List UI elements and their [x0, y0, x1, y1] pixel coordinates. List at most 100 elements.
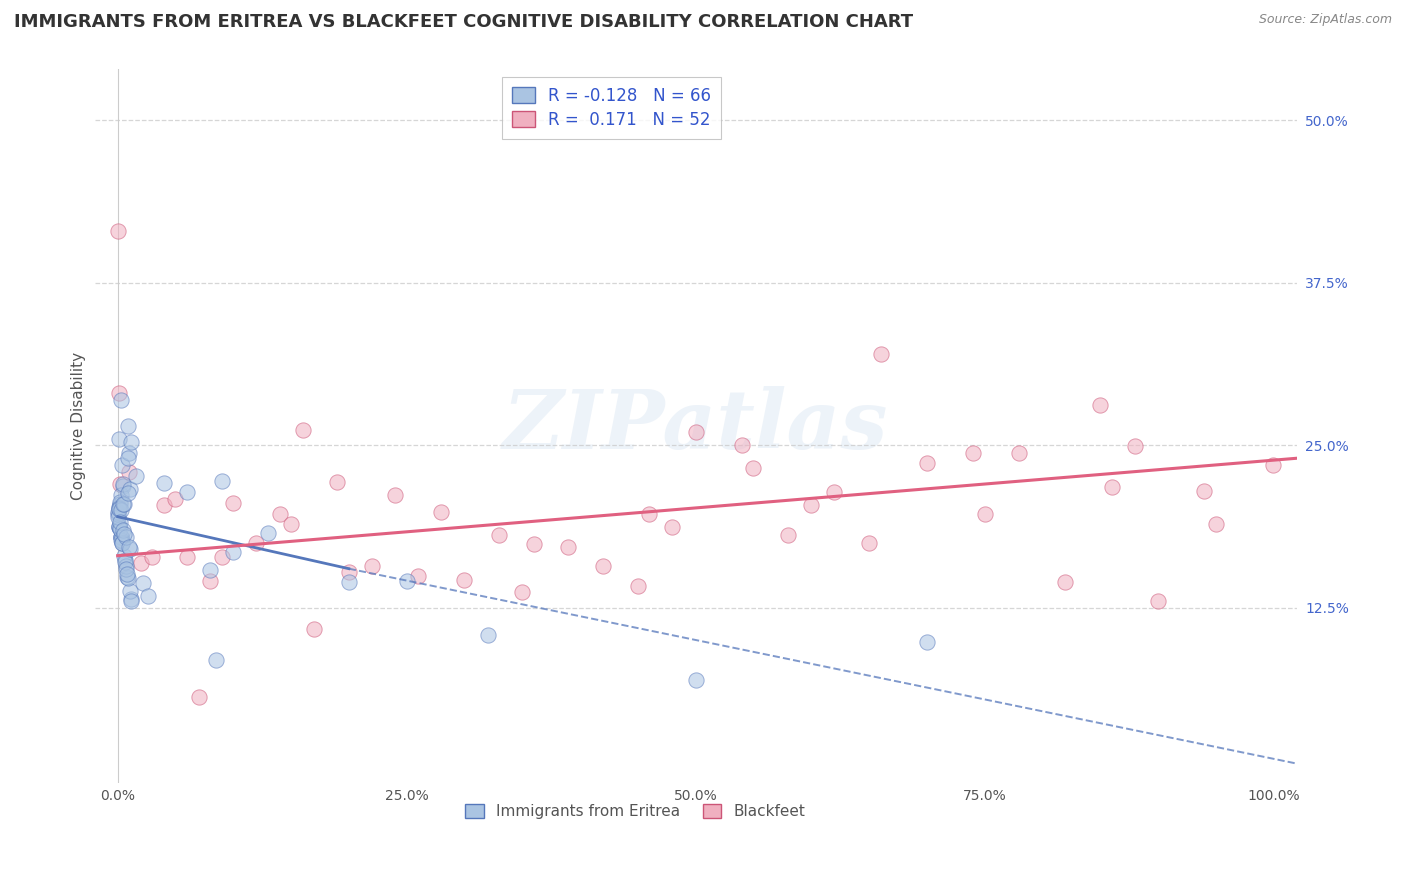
Point	[395, 574, 418, 589]
Point	[453, 573, 475, 587]
Point	[114, 531, 136, 545]
Point	[108, 520, 131, 534]
Point	[110, 533, 132, 547]
Point	[108, 497, 131, 511]
Point	[326, 475, 349, 490]
Point	[141, 550, 163, 565]
Point	[110, 533, 132, 548]
Point	[205, 652, 228, 666]
Point	[111, 523, 134, 537]
Point	[1088, 398, 1111, 412]
Point	[361, 558, 384, 573]
Point	[110, 488, 132, 502]
Point	[110, 503, 132, 517]
Point	[120, 435, 142, 450]
Point	[742, 460, 765, 475]
Point	[823, 485, 845, 500]
Point	[117, 418, 139, 433]
Text: ZIPatlas: ZIPatlas	[503, 385, 889, 466]
Point	[114, 559, 136, 574]
Point	[110, 494, 132, 508]
Point	[112, 497, 135, 511]
Point	[125, 469, 148, 483]
Point	[245, 535, 267, 549]
Point	[108, 501, 131, 516]
Point	[120, 591, 142, 606]
Point	[915, 635, 938, 649]
Point	[108, 515, 131, 529]
Point	[108, 520, 131, 534]
Point	[112, 527, 135, 541]
Point	[115, 562, 138, 576]
Point	[222, 496, 245, 510]
Point	[1101, 480, 1123, 494]
Point	[384, 488, 406, 502]
Text: IMMIGRANTS FROM ERITREA VS BLACKFEET COGNITIVE DISABILITY CORRELATION CHART: IMMIGRANTS FROM ERITREA VS BLACKFEET COG…	[14, 13, 912, 31]
Point	[110, 392, 132, 407]
Point	[627, 579, 650, 593]
Point	[1192, 483, 1215, 498]
Point	[280, 517, 302, 532]
Point	[592, 558, 614, 573]
Point	[153, 498, 176, 512]
Point	[111, 535, 134, 549]
Point	[120, 482, 142, 496]
Point	[176, 484, 198, 499]
Point	[510, 584, 533, 599]
Point	[477, 628, 499, 642]
Point	[337, 575, 360, 590]
Point	[118, 465, 141, 479]
Point	[153, 475, 176, 490]
Point	[107, 507, 129, 521]
Point	[1123, 439, 1146, 453]
Point	[108, 501, 131, 516]
Point	[222, 545, 245, 559]
Point	[430, 505, 453, 519]
Point	[108, 522, 131, 536]
Point	[136, 589, 159, 603]
Point	[132, 576, 155, 591]
Point	[114, 553, 136, 567]
Point	[302, 622, 325, 636]
Text: Source: ZipAtlas.com: Source: ZipAtlas.com	[1258, 13, 1392, 27]
Point	[165, 492, 187, 507]
Point	[731, 438, 754, 452]
Point	[1054, 575, 1077, 590]
Point	[1147, 594, 1170, 608]
Point	[120, 594, 142, 608]
Point	[108, 386, 131, 401]
Point	[638, 507, 661, 521]
Point	[120, 542, 142, 557]
Point	[108, 477, 131, 491]
Point	[107, 505, 129, 519]
Point	[107, 224, 129, 238]
Point	[118, 540, 141, 554]
Point	[1205, 516, 1227, 531]
Point	[176, 549, 198, 564]
Legend: Immigrants from Eritrea, Blackfeet: Immigrants from Eritrea, Blackfeet	[460, 798, 811, 825]
Point	[685, 673, 707, 687]
Point	[108, 500, 131, 514]
Point	[198, 563, 221, 577]
Point	[115, 566, 138, 581]
Point	[198, 574, 221, 588]
Point	[557, 540, 579, 554]
Point	[110, 530, 132, 544]
Point	[257, 525, 280, 540]
Point	[111, 479, 134, 493]
Point	[108, 519, 131, 533]
Point	[523, 537, 546, 551]
Point	[114, 555, 136, 569]
Point	[211, 474, 233, 488]
Point	[107, 432, 129, 446]
Point	[800, 498, 823, 512]
Point	[110, 530, 132, 544]
Point	[117, 486, 139, 500]
Point	[110, 530, 132, 544]
Point	[117, 446, 139, 460]
Point	[337, 566, 360, 580]
Point	[117, 570, 139, 584]
Point	[661, 519, 683, 533]
Point	[973, 507, 995, 521]
Point	[915, 456, 938, 470]
